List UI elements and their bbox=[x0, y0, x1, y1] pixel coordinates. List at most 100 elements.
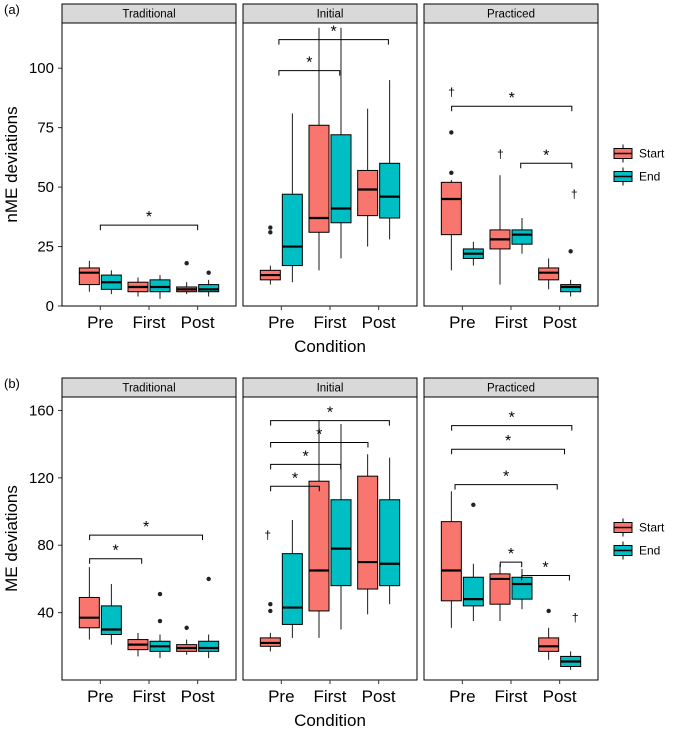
significance-bracket bbox=[499, 561, 523, 568]
x-tick-label: Post bbox=[543, 313, 577, 332]
legend: Start End bbox=[613, 144, 665, 186]
box-pre-end bbox=[281, 519, 303, 638]
box-post-end bbox=[198, 270, 220, 297]
panel-a-chart: (a) nME deviations 0 25 50 75 100 Condition Trad… bbox=[2, 2, 665, 356]
legend-item-start: Start bbox=[613, 518, 665, 537]
significance-star: * bbox=[316, 426, 322, 443]
legend-label: End bbox=[639, 544, 660, 558]
significance-bracket bbox=[99, 224, 199, 231]
panel-tag: (a) bbox=[4, 2, 20, 17]
box-iqr bbox=[538, 267, 560, 281]
box-iqr bbox=[78, 267, 100, 286]
significance-bracket bbox=[278, 70, 341, 76]
y-tick-label: 40 bbox=[37, 605, 54, 622]
outlier-point bbox=[568, 249, 573, 254]
box-iqr bbox=[281, 193, 303, 267]
significance-star: * bbox=[306, 55, 312, 72]
outlier-point bbox=[449, 170, 454, 176]
box-iqr bbox=[538, 637, 560, 652]
y-tick-label: 160 bbox=[29, 402, 54, 419]
x-tick-label: Pre bbox=[449, 313, 475, 332]
legend-item-start: Start bbox=[613, 144, 665, 163]
x-tick-label: Post bbox=[362, 313, 396, 332]
box-iqr bbox=[440, 521, 462, 602]
significance-bracket bbox=[270, 441, 369, 448]
box-pre-end bbox=[100, 583, 122, 645]
box-iqr bbox=[511, 229, 533, 245]
facet-practiced: Practiced Pre First Post * * † † † bbox=[423, 3, 599, 332]
significance-star: * bbox=[303, 448, 309, 465]
box-iqr bbox=[357, 475, 379, 590]
box-post-start bbox=[357, 454, 379, 615]
panel-b-chart: (b) ME deviations 40 80 120 160 Condition Tradi… bbox=[2, 376, 665, 730]
significance-bracket bbox=[451, 425, 573, 431]
outlier-point bbox=[268, 225, 273, 230]
outlier-point bbox=[157, 618, 163, 624]
box-pre-start bbox=[259, 225, 281, 285]
legend-item-end: End bbox=[613, 167, 660, 186]
x-tick-label: Post bbox=[181, 313, 215, 332]
box-pre-end bbox=[100, 270, 122, 295]
y-tick-label: 100 bbox=[29, 60, 54, 77]
significance-star: * bbox=[509, 90, 515, 107]
box-post-end bbox=[379, 457, 401, 605]
x-tick-label: First bbox=[132, 313, 165, 332]
x-tick-label: Pre bbox=[268, 687, 294, 706]
box-iqr bbox=[379, 499, 401, 587]
facet-panel-border bbox=[61, 396, 237, 681]
significance-star: * bbox=[509, 410, 515, 427]
x-tick-label: First bbox=[132, 687, 165, 706]
box-first-start bbox=[127, 277, 149, 297]
outlier-point bbox=[449, 130, 454, 135]
box-first-start bbox=[489, 175, 511, 285]
significance-star: * bbox=[143, 519, 149, 536]
box-post-start bbox=[538, 258, 560, 290]
x-tick-label: First bbox=[494, 313, 527, 332]
legend-item-end: End bbox=[613, 541, 660, 560]
box-iqr bbox=[78, 596, 100, 629]
box-post-end bbox=[560, 651, 582, 670]
x-tick-label: Pre bbox=[449, 687, 475, 706]
significance-star: * bbox=[331, 24, 337, 41]
box-first-start bbox=[127, 632, 149, 657]
facet-panel-border bbox=[423, 22, 599, 307]
dagger-mark: † bbox=[497, 147, 504, 161]
box-iqr bbox=[379, 162, 401, 219]
box-iqr bbox=[462, 576, 484, 607]
significance-star: * bbox=[508, 546, 514, 563]
facet-traditional: Traditional Pre First Post * bbox=[61, 3, 237, 332]
outlier-point bbox=[471, 502, 476, 508]
box-first-end bbox=[511, 568, 533, 610]
box-post-start bbox=[176, 625, 198, 655]
outlier-point bbox=[184, 260, 189, 266]
outlier-point bbox=[206, 576, 211, 582]
significance-star: * bbox=[543, 147, 549, 164]
box-first-start bbox=[308, 27, 330, 271]
y-axis-label: nME deviations bbox=[2, 106, 21, 222]
outlier-point bbox=[157, 591, 163, 597]
box-iqr bbox=[100, 605, 122, 636]
significance-bracket bbox=[454, 484, 558, 490]
box-pre-end bbox=[462, 502, 484, 622]
box-iqr bbox=[281, 553, 303, 625]
box-first-start bbox=[308, 420, 330, 638]
outlier-point bbox=[184, 625, 189, 630]
facet-strip-label: Traditional bbox=[122, 383, 175, 395]
x-tick-label: Post bbox=[181, 687, 215, 706]
significance-bracket bbox=[521, 575, 570, 581]
box-pre-end bbox=[462, 241, 484, 266]
significance-bracket bbox=[270, 485, 320, 492]
box-iqr bbox=[330, 134, 352, 224]
x-tick-label: First bbox=[494, 687, 527, 706]
box-iqr bbox=[440, 181, 462, 236]
box-iqr bbox=[149, 279, 171, 293]
significance-star: * bbox=[327, 405, 333, 422]
significance-bracket bbox=[451, 105, 573, 112]
box-pre-start bbox=[440, 130, 462, 271]
y-tick-label: 75 bbox=[37, 120, 54, 137]
outlier-point bbox=[546, 608, 551, 614]
significance-bracket bbox=[520, 162, 573, 169]
box-post-end bbox=[379, 80, 401, 240]
box-iqr bbox=[308, 480, 330, 612]
significance-bracket bbox=[89, 534, 204, 541]
